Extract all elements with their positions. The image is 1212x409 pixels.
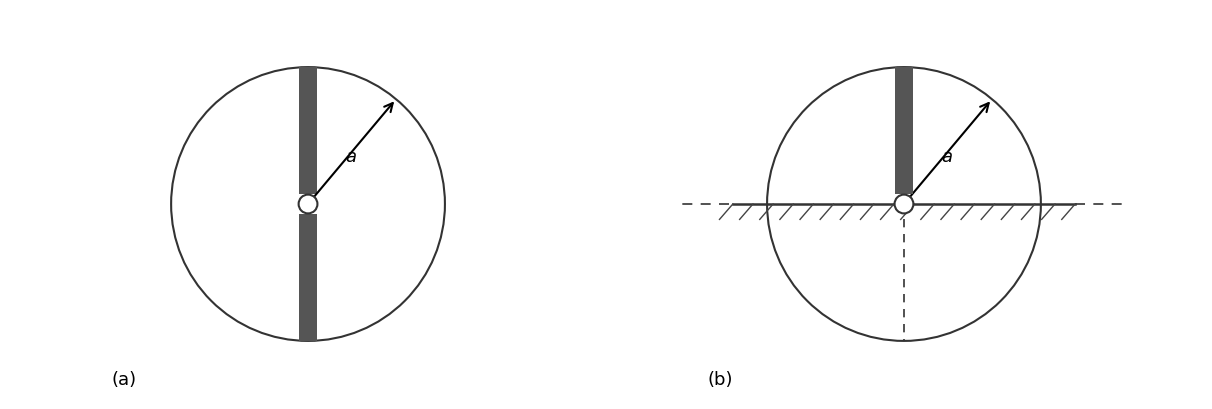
Text: a: a [345,148,356,166]
Text: (a): (a) [112,370,137,388]
Bar [299,214,316,341]
Circle shape [894,195,914,214]
Text: a: a [942,148,953,166]
Text: (b): (b) [707,370,733,388]
Bar [896,68,913,195]
Circle shape [298,195,318,214]
Bar [299,68,316,195]
